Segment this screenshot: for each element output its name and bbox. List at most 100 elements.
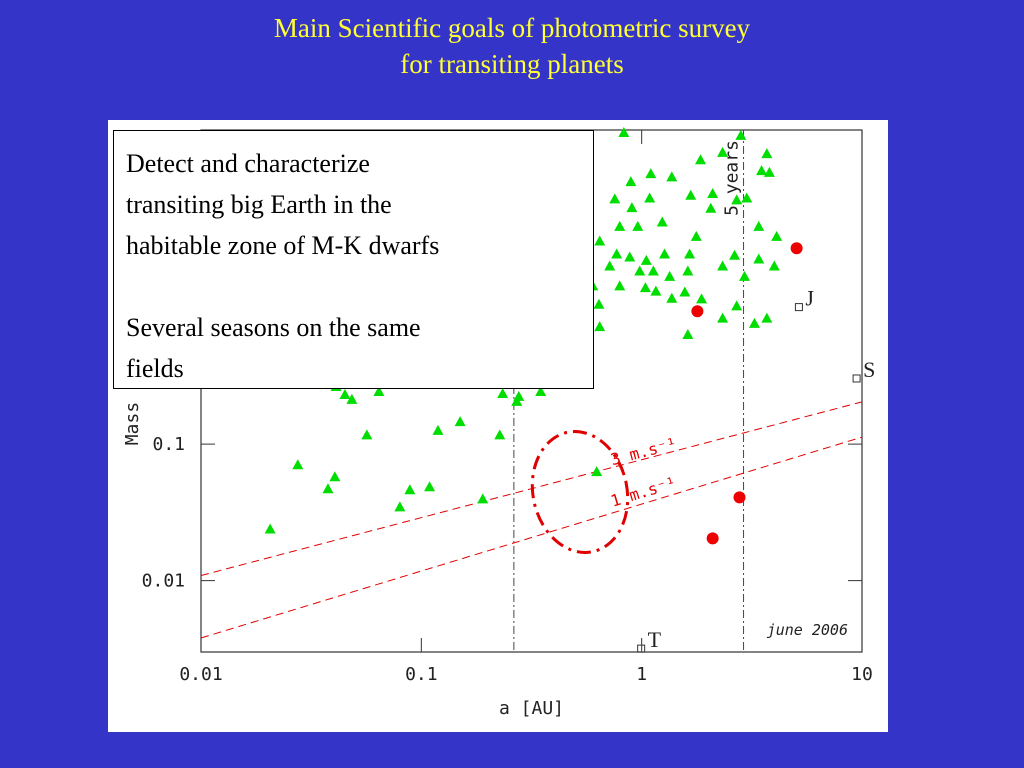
data-point [626,202,638,213]
data-point [717,312,729,323]
data-point [625,176,637,187]
data-point [707,187,719,198]
data-point [322,483,334,494]
text-line: fields [126,354,184,383]
data-point [666,292,678,303]
data-point [591,466,603,477]
rv-line [200,401,863,576]
rv-label: 1 m.s⁻¹ [608,473,678,511]
planet-marker [852,374,861,383]
x-tick-label: 0.1 [405,664,438,685]
data-point [706,532,719,545]
data-point [691,305,704,318]
x-tick-label: 1 [636,664,647,685]
y-tick-label: 0.01 [142,571,185,592]
data-point [696,293,708,304]
data-point [717,146,729,157]
data-point [645,168,657,179]
rv-label: 3 m.s⁻¹ [609,434,679,470]
planet-label: S [863,357,875,382]
data-point [339,388,351,399]
data-point [618,127,630,138]
data-point [756,165,768,176]
data-point [609,193,621,204]
data-point [679,286,691,297]
data-point [292,459,304,470]
data-point [763,166,775,177]
data-point [614,220,626,231]
y-tick-label: 0.1 [152,434,185,455]
planet-label: J [805,286,814,311]
x-tick-label: 10 [851,664,873,685]
data-point [404,484,416,495]
data-point [593,298,605,309]
data-point [748,317,760,328]
data-point [731,300,743,311]
highlight-ellipse [530,430,630,554]
data-point [594,235,606,246]
x-tick-label: 0.01 [179,664,222,685]
title-line: Main Scientific goals of photometric sur… [273,13,751,43]
planet-marker [794,303,803,312]
data-point [264,523,276,534]
data-point [511,395,523,406]
data-point [650,285,662,296]
data-point [768,260,780,271]
data-point [632,220,644,231]
x-axis-label: a [AU] [499,698,564,719]
data-point [771,230,783,241]
data-point [659,248,671,259]
data-point [640,254,652,265]
text-line: transiting big Earth in the [126,190,392,219]
data-point [717,260,729,271]
paragraph: Detect and characterize transiting big Ea… [126,143,581,266]
data-point [753,220,765,231]
data-point [535,385,547,396]
data-point [695,154,707,165]
data-point [761,312,773,323]
data-point [690,230,702,241]
data-point [705,202,717,213]
data-point [733,491,746,504]
data-point [497,387,509,398]
data-point [424,481,436,492]
data-point [594,321,606,332]
data-point [513,390,525,401]
data-point [664,270,676,281]
data-point [731,194,743,205]
data-point [624,251,636,262]
text-line: Several seasons on the same [126,313,421,342]
data-point [346,393,358,404]
planet-label: T [648,627,662,652]
data-point [761,148,773,159]
data-point [611,248,623,259]
planet-marker [637,644,646,653]
data-point [684,248,696,259]
data-point [477,493,489,504]
data-point [739,270,751,281]
text-line: habitable zone of M-K dwarfs [126,231,440,260]
data-point [644,192,656,203]
paragraph: Several seasons on the same fields [126,307,581,389]
data-point [682,328,694,339]
text-box: Detect and characterize transiting big Ea… [113,130,594,389]
data-point [432,424,444,435]
data-point [604,260,616,271]
data-point [647,265,659,276]
title-line: for transiting planets [400,49,624,79]
rv-line [200,436,863,639]
data-point [329,471,341,482]
text-line: Detect and characterize [126,149,370,178]
data-point [656,216,668,227]
data-point [753,253,765,264]
slide-title: Main Scientific goals of photometric sur… [0,10,1024,82]
data-point [666,171,678,182]
data-point [790,242,803,255]
data-point [682,265,694,276]
data-point [373,385,385,396]
data-point [639,282,651,293]
data-point [634,265,646,276]
annotation: june 2006 [767,621,848,639]
